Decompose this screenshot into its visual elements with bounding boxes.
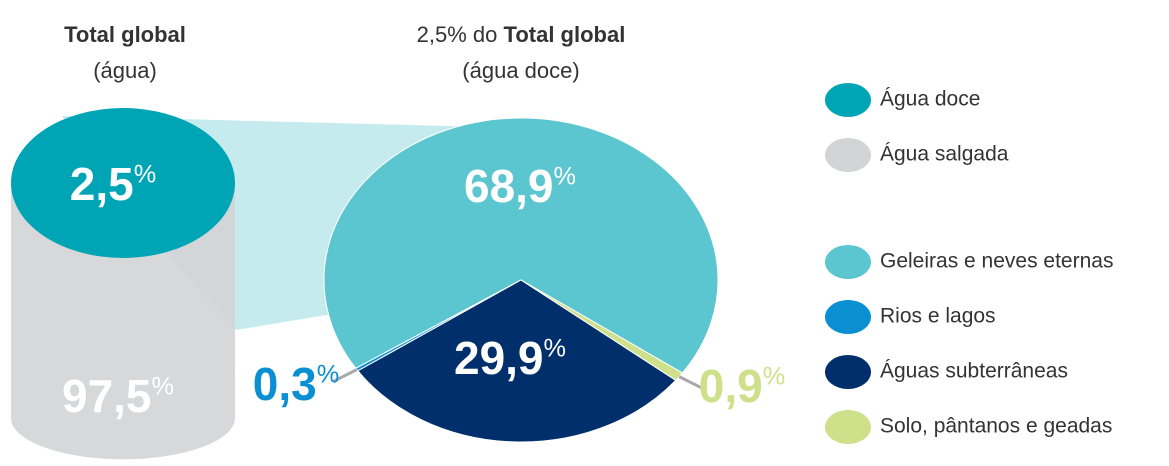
value-label: 0,3% [253,358,339,410]
left-subtitle: (água) [93,58,157,83]
value-number: 0,3 [253,358,317,410]
cylinder-top [11,108,235,258]
legend-label: Água salgada [880,143,1009,166]
legend-swatch [825,300,871,334]
legend-swatch [825,410,871,444]
left-title: Total global [64,22,186,47]
legend-swatch [825,138,871,172]
value-label: 2,5% [70,158,156,210]
pie-slice [357,279,677,443]
legend-label: Solo, pântanos e geadas [880,415,1112,438]
value-percent: % [317,360,340,388]
value-label: 68,9% [464,160,576,212]
legend-swatch [825,355,871,389]
value-label: 29,9% [454,332,566,384]
value-percent: % [152,372,175,400]
cylinder-body [11,183,235,460]
value-percent: % [134,160,157,188]
legend-swatch [825,245,871,279]
title-prefix: 2,5% do [417,22,498,47]
value-number: 2,5 [70,158,134,210]
legend-label: Águas subterrâneas [880,360,1068,383]
value-percent: % [554,162,577,190]
leader-line [678,375,704,390]
pie-slice [323,117,719,374]
value-label: 97,5% [62,370,174,422]
value-label: 0,9% [699,360,785,412]
right-title: 2,5% do Total global [417,22,626,47]
leader-line [332,368,358,383]
title-bold: Total global [504,22,626,47]
legend-swatch [825,83,871,117]
value-percent: % [544,334,567,362]
value-number: 68,9 [464,160,554,212]
value-number: 29,9 [454,332,544,384]
legend-label: Rios e lagos [880,305,996,328]
legend-label: Água doce [880,88,980,111]
value-number: 97,5 [62,370,152,422]
right-subtitle: (água doce) [462,58,579,83]
legend-label: Geleiras e neves eternas [880,250,1113,273]
value-percent: % [763,362,786,390]
value-number: 0,9 [699,360,763,412]
